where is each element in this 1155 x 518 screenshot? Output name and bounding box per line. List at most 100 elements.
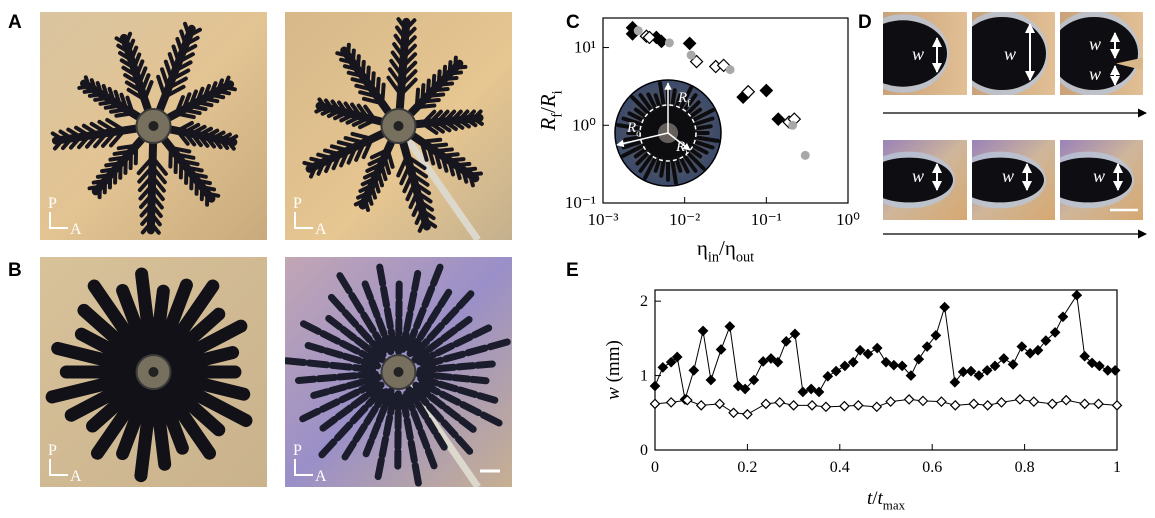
analyzer-label: A (70, 468, 82, 485)
point (852, 400, 864, 411)
inset-finger (653, 93, 667, 124)
finger-branch (194, 178, 212, 186)
point (714, 398, 726, 410)
finger-branch (461, 167, 469, 184)
point (871, 342, 883, 354)
inset-label-part: f (687, 99, 691, 110)
finger-branch (411, 199, 422, 217)
finger-branch (464, 117, 478, 128)
finger-branch (431, 73, 437, 93)
point (671, 351, 683, 363)
inset-label-part: R (675, 139, 685, 155)
finger-branch (333, 110, 349, 121)
finger (414, 401, 430, 421)
point (1079, 398, 1091, 410)
finger-branch (66, 127, 83, 139)
finger-branch (174, 111, 196, 120)
point (871, 401, 883, 413)
finger-branch (436, 81, 455, 87)
finger-branch (336, 140, 358, 149)
radius-arrow (667, 132, 691, 151)
finger-branch (309, 156, 326, 164)
finger-branch (125, 95, 135, 116)
photo: PA (285, 12, 512, 240)
point (765, 353, 777, 364)
finger-branch (149, 211, 162, 227)
finger-branch (420, 109, 437, 126)
finger-branch (136, 155, 155, 176)
photo: PA (285, 257, 512, 487)
finger-branch (149, 202, 163, 218)
inset-finger (673, 93, 698, 126)
y-axis-label: Rf/Ri (536, 90, 565, 131)
finger-branch (354, 83, 375, 92)
width-label: w (912, 166, 924, 186)
point (957, 366, 969, 378)
finger-branch (160, 67, 171, 91)
finger (435, 363, 458, 373)
finger (468, 375, 490, 385)
finger (452, 333, 474, 348)
finger (299, 320, 322, 335)
y-axis-label-part: f (549, 113, 565, 118)
finger-branch (365, 65, 371, 85)
point (649, 380, 661, 392)
inset-finger (630, 95, 662, 127)
finger-branch (350, 48, 356, 65)
plot-frame (654, 289, 1118, 451)
finger-branch (358, 183, 374, 194)
analyzer-label: A (70, 221, 82, 238)
finger-branch (181, 107, 202, 116)
finger-branch (400, 60, 418, 79)
finger-branch (139, 73, 151, 94)
finger-branch (114, 111, 135, 118)
finger-branch (189, 131, 203, 148)
finger-tip (883, 157, 953, 203)
finger-branch (408, 190, 420, 210)
finger-branch (447, 158, 456, 177)
finger (382, 334, 395, 356)
x-axis-label-part: max (883, 498, 906, 513)
finger (456, 386, 479, 398)
finger-branch (386, 75, 403, 97)
finger (374, 388, 390, 409)
finger-branch (195, 100, 214, 108)
finger-branch (449, 109, 463, 123)
x-tick-label: 0.2 (737, 459, 757, 476)
injection-hole (148, 121, 159, 131)
y-tick-label: 10⁻¹ (565, 193, 596, 212)
finger (362, 437, 375, 458)
x-tick-label: 0.8 (1015, 459, 1035, 476)
finger-branch (101, 129, 118, 148)
finger-branch (139, 192, 154, 209)
analyzer-label: A (315, 221, 327, 238)
inset-finger (677, 134, 715, 150)
photo: PA (40, 12, 267, 240)
finger-branch (174, 95, 185, 116)
point (697, 325, 709, 337)
x-axis-label-part: out (736, 249, 754, 265)
point (1093, 398, 1104, 410)
finger-branch (98, 99, 116, 106)
finger (474, 360, 496, 369)
x-axis-label-part: /η (719, 236, 736, 260)
finger-branch (355, 54, 361, 72)
finger (413, 306, 427, 330)
point (732, 380, 744, 392)
finger (349, 404, 369, 425)
finger-branch (329, 144, 350, 153)
finger-branch (119, 58, 136, 70)
finger (440, 419, 459, 439)
finger (361, 280, 374, 302)
inset-finger (677, 132, 720, 143)
finger (351, 364, 377, 373)
x-axis-label-part: t (878, 488, 884, 509)
x-tick-label: 10⁰ (836, 210, 860, 229)
finger-branch (183, 21, 192, 38)
y-axis-label: w (mm) (603, 340, 624, 400)
point (913, 353, 925, 365)
finger-branch (50, 131, 65, 142)
point (1071, 289, 1083, 301)
x-axis-label: ηin/ηout (697, 236, 754, 265)
point (1040, 335, 1052, 346)
